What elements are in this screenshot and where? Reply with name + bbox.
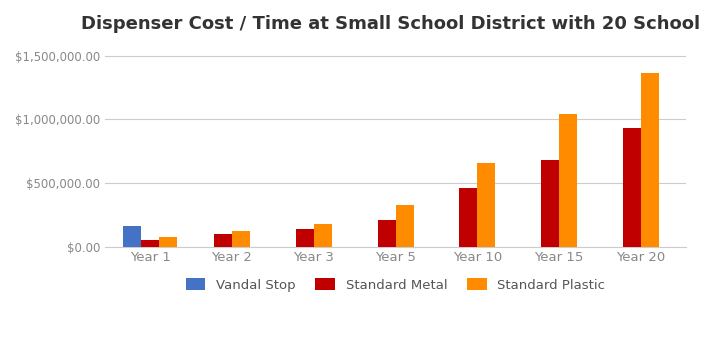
Bar bbox=[214, 235, 232, 247]
Bar bbox=[232, 231, 250, 247]
Bar bbox=[559, 114, 577, 247]
Bar bbox=[541, 160, 559, 247]
Bar bbox=[378, 220, 395, 247]
Legend: Vandal Stop, Standard Metal, Standard Plastic: Vandal Stop, Standard Metal, Standard Pl… bbox=[180, 273, 611, 297]
Bar bbox=[314, 224, 332, 247]
Bar bbox=[623, 128, 641, 247]
Bar bbox=[477, 163, 496, 247]
Bar bbox=[123, 226, 141, 247]
Bar bbox=[641, 73, 659, 247]
Bar bbox=[459, 188, 477, 247]
Bar bbox=[159, 237, 177, 247]
Bar bbox=[141, 240, 159, 247]
Title: Dispenser Cost / Time at Small School District with 20 Schools: Dispenser Cost / Time at Small School Di… bbox=[81, 15, 701, 33]
Bar bbox=[395, 205, 414, 247]
Bar bbox=[296, 229, 314, 247]
